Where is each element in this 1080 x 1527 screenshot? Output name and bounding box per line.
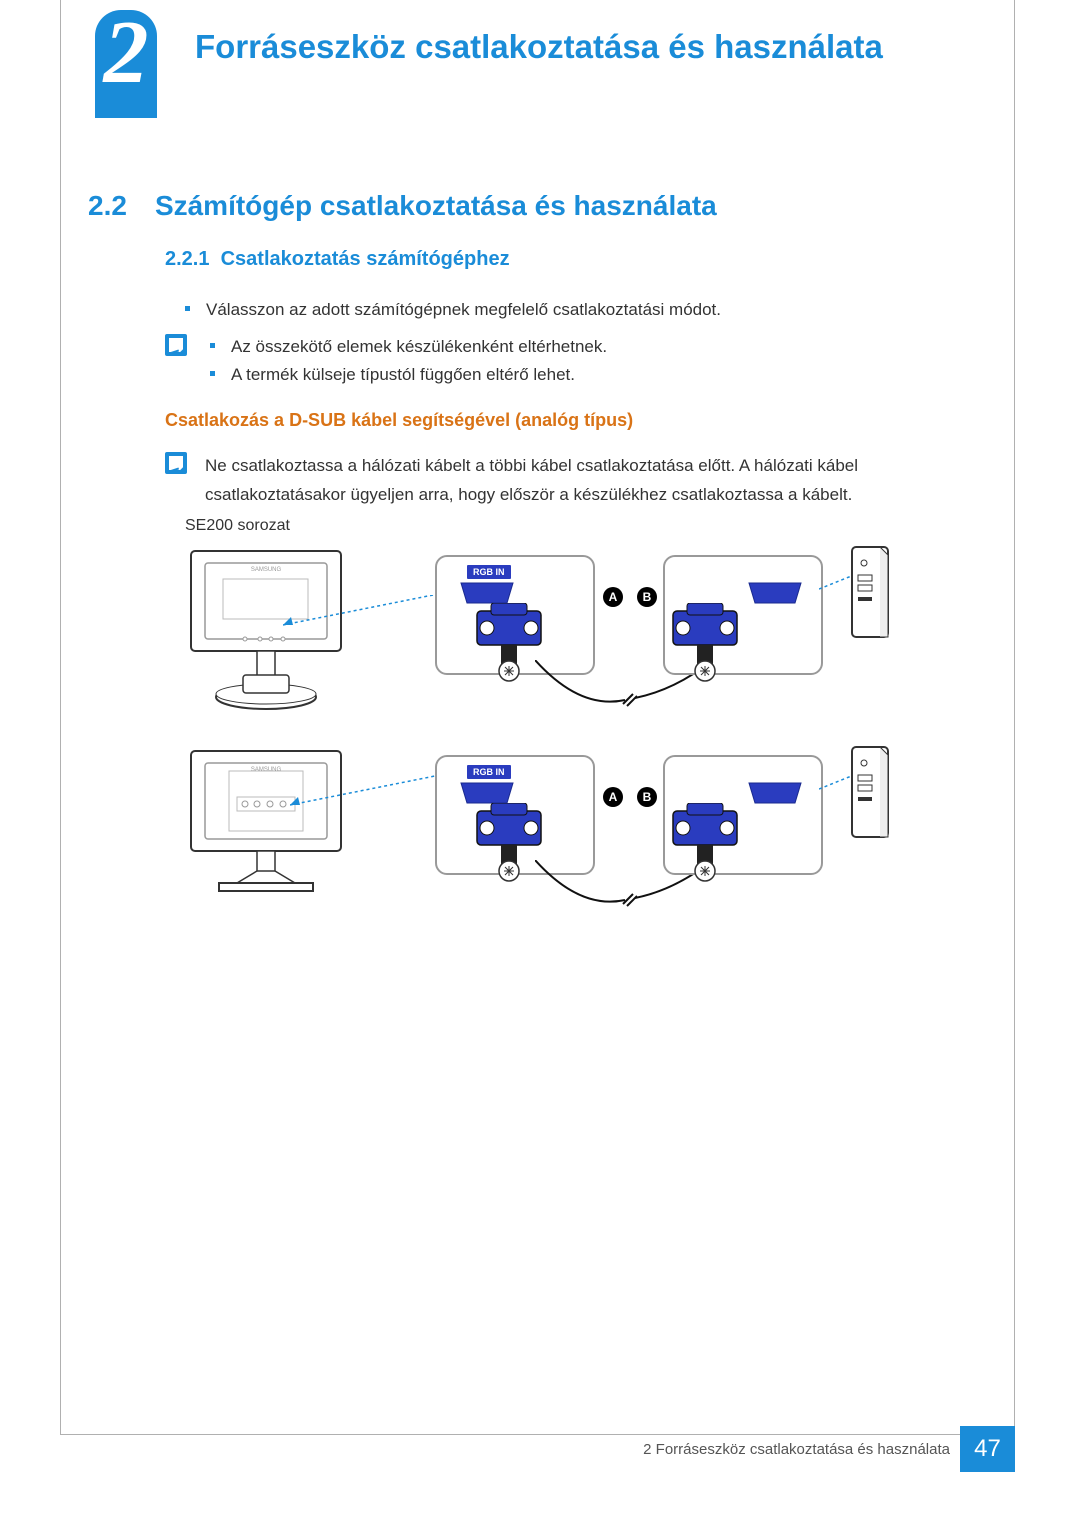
bullet-row-2: Az összekötő elemek készülékenként eltér… (210, 334, 607, 360)
label-b: B (643, 790, 652, 804)
note-icon (165, 452, 187, 474)
svg-text:SAMSUNG: SAMSUNG (251, 567, 282, 573)
rgb-in-label: RGB IN (467, 565, 511, 579)
section-title: Számítógép csatlakoztatása és használata (155, 190, 717, 222)
warning-text: Ne csatlakoztassa a hálózati kábelt a tö… (205, 452, 905, 510)
section-number: 2.2 (88, 190, 127, 222)
diagram-1: SAMSUNG RGB IN A B (185, 545, 905, 735)
chapter-title: Forráseszköz csatlakoztatása és használa… (195, 28, 883, 66)
bullet-row-1: Válasszon az adott számítógépnek megfele… (185, 297, 721, 323)
series-label: SE200 sorozat (185, 517, 290, 535)
note-icon (165, 334, 187, 356)
bullet-row-3: A termék külseje típustól függően eltérő… (210, 362, 575, 388)
label-a-circle: A (603, 787, 623, 807)
computer-tower-icon (850, 745, 890, 840)
label-b: B (643, 590, 652, 604)
bullet-dot-icon (185, 306, 190, 311)
bullet-text-3: A termék külseje típustól függően eltérő… (231, 362, 575, 388)
diagram-2: SAMSUNG RGB IN A B (185, 745, 905, 935)
chapter-number: 2 (95, 0, 157, 105)
bullet-dot-icon (210, 343, 215, 348)
bullet-text-2: Az összekötő elemek készülékenként eltér… (231, 334, 607, 360)
label-b-circle: B (637, 587, 657, 607)
dsub-connector-b-icon (669, 603, 789, 683)
svg-text:SAMSUNG: SAMSUNG (251, 767, 282, 773)
label-a: A (609, 590, 618, 604)
subsection-title: 2.2.1 Csatlakoztatás számítógéphez (165, 248, 510, 271)
bullet-dot-icon (210, 371, 215, 376)
footer-text: 2 Forráseszköz csatlakoztatása és haszná… (643, 1441, 950, 1458)
footer: 2 Forráseszköz csatlakoztatása és haszná… (60, 1431, 1015, 1467)
heading-dsub: Csatlakozás a D-SUB kábel segítségével (… (165, 410, 633, 431)
computer-tower-icon (850, 545, 890, 640)
dashed-arrow-icon (290, 775, 450, 815)
dashed-arrow-icon (283, 595, 443, 635)
footer-page-number: 47 (960, 1426, 1015, 1472)
label-a-circle: A (603, 587, 623, 607)
label-a: A (609, 790, 618, 804)
section-row: 2.2 Számítógép csatlakoztatása és haszná… (88, 190, 717, 222)
bullet-text-1: Válasszon az adott számítógépnek megfele… (206, 297, 721, 323)
label-b-circle: B (637, 787, 657, 807)
dsub-connector-b-icon (669, 803, 789, 883)
monitor-icon: SAMSUNG (185, 745, 350, 915)
rgb-in-label: RGB IN (467, 765, 511, 779)
